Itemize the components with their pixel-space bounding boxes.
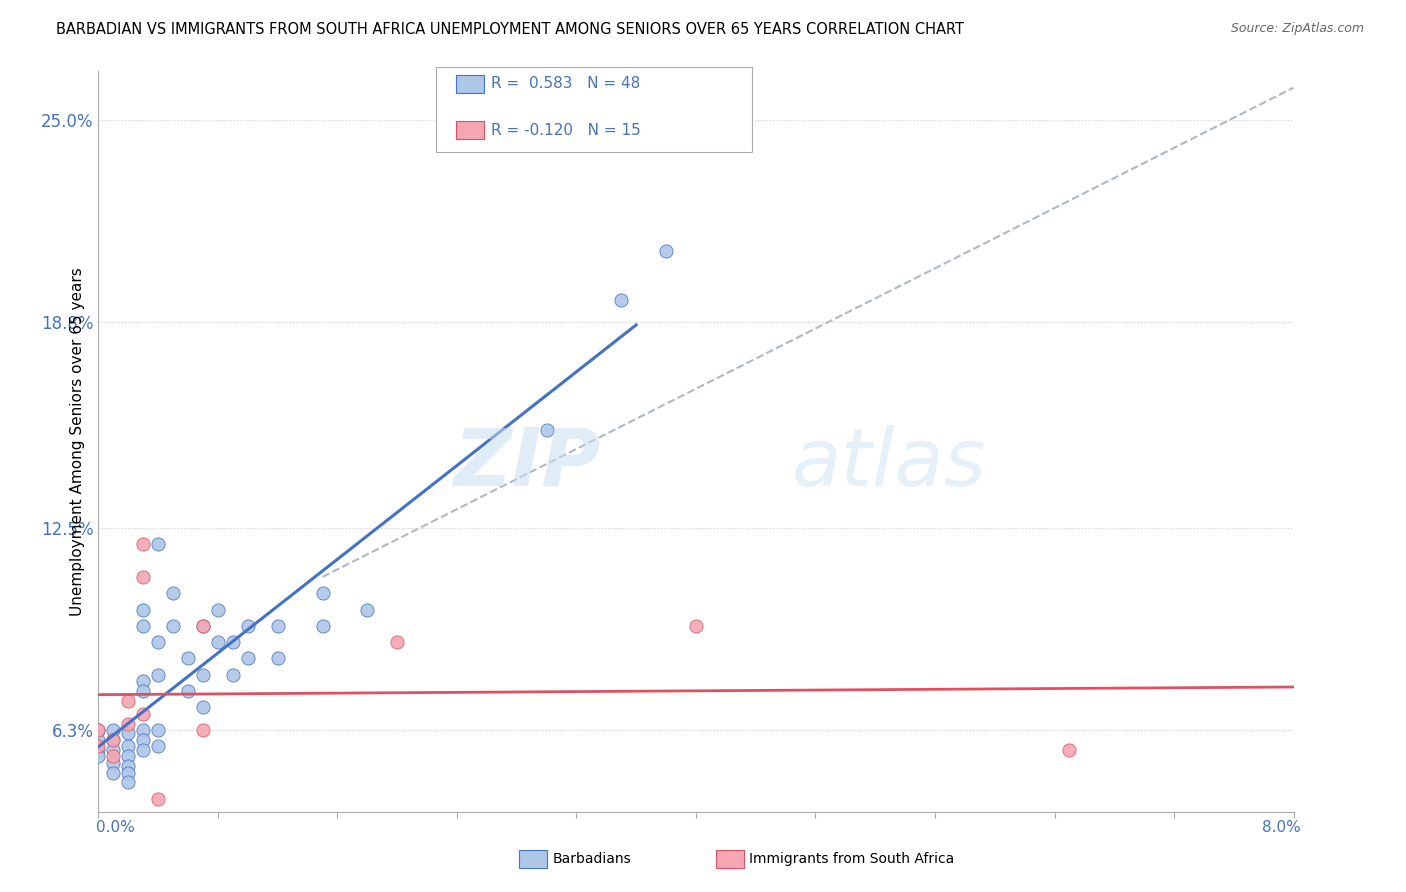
Y-axis label: Unemployment Among Seniors over 65 years: Unemployment Among Seniors over 65 years (69, 268, 84, 615)
Point (117, 765, 139, 780)
Point (132, 733, 155, 747)
Text: ZIP: ZIP (453, 425, 600, 503)
Point (117, 739, 139, 754)
Point (267, 619, 290, 633)
Point (103, 743, 125, 757)
Point (148, 667, 170, 681)
Point (132, 570, 155, 584)
Point (117, 775, 139, 789)
Text: R = -0.120   N = 15: R = -0.120 N = 15 (491, 123, 641, 137)
Point (132, 743, 155, 757)
Point (132, 537, 155, 551)
Text: 0.0%: 0.0% (96, 821, 135, 835)
Point (610, 293, 633, 307)
Point (117, 694, 139, 708)
Point (132, 602, 155, 616)
Point (132, 723, 155, 738)
Point (222, 635, 245, 649)
Point (177, 684, 200, 698)
Point (87, 743, 110, 757)
Text: atlas: atlas (792, 425, 987, 503)
Point (311, 619, 333, 633)
Point (191, 700, 214, 714)
Point (1059, 743, 1081, 757)
Point (103, 765, 125, 780)
Point (148, 537, 170, 551)
Point (207, 635, 229, 649)
Point (191, 723, 214, 738)
Point (132, 706, 155, 721)
Point (87, 723, 110, 738)
Point (191, 619, 214, 633)
Point (117, 759, 139, 773)
Point (103, 733, 125, 747)
Point (267, 651, 290, 665)
Point (148, 739, 170, 754)
Text: Immigrants from South Africa: Immigrants from South Africa (749, 852, 955, 866)
Point (87, 723, 110, 738)
Point (132, 684, 155, 698)
Point (117, 716, 139, 731)
Point (685, 619, 707, 633)
Point (148, 635, 170, 649)
Point (103, 749, 125, 764)
Point (148, 791, 170, 805)
Point (87, 733, 110, 747)
Point (148, 723, 170, 738)
Point (655, 244, 678, 258)
Point (132, 619, 155, 633)
Point (87, 739, 110, 754)
Point (191, 667, 214, 681)
Text: R =  0.583   N = 48: R = 0.583 N = 48 (491, 77, 640, 91)
Point (117, 749, 139, 764)
Point (311, 586, 333, 600)
Point (536, 423, 558, 437)
Point (236, 619, 259, 633)
Point (177, 651, 200, 665)
Text: 8.0%: 8.0% (1261, 821, 1301, 835)
Point (103, 733, 125, 747)
Point (103, 723, 125, 738)
Point (236, 651, 259, 665)
Point (356, 602, 378, 616)
Text: Barbadians: Barbadians (553, 852, 631, 866)
Point (132, 674, 155, 689)
Point (103, 756, 125, 770)
Point (222, 667, 245, 681)
Text: Source: ZipAtlas.com: Source: ZipAtlas.com (1230, 22, 1364, 36)
Point (162, 586, 184, 600)
Point (207, 602, 229, 616)
Point (162, 619, 184, 633)
Point (191, 619, 214, 633)
Text: BARBADIAN VS IMMIGRANTS FROM SOUTH AFRICA UNEMPLOYMENT AMONG SENIORS OVER 65 YEA: BARBADIAN VS IMMIGRANTS FROM SOUTH AFRIC… (56, 22, 965, 37)
Point (87, 749, 110, 764)
Point (385, 635, 409, 649)
Point (117, 726, 139, 740)
